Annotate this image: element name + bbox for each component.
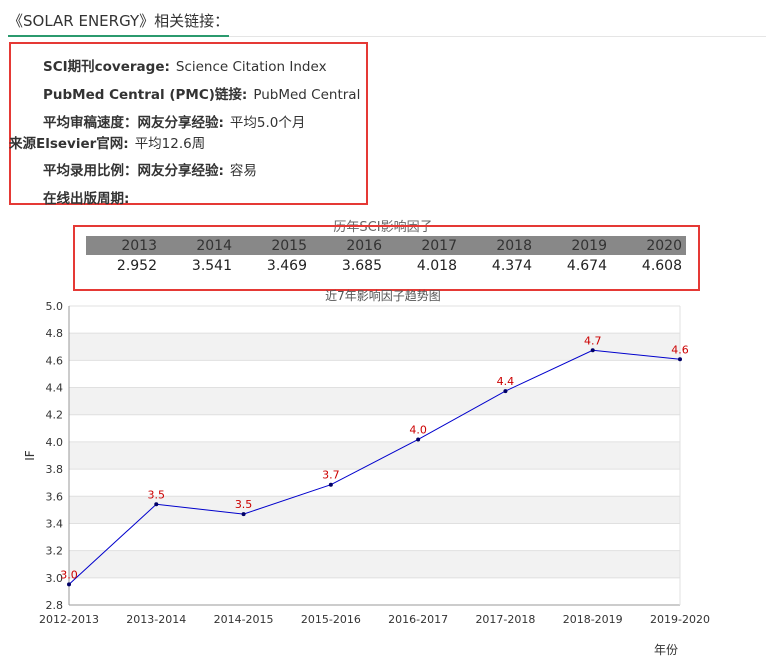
- year-cell: 2020: [611, 236, 686, 255]
- y-tick-label: 3.2: [46, 545, 64, 558]
- x-tick-label: 2019-2020: [650, 613, 710, 626]
- y-tick-label: 3.8: [46, 463, 64, 476]
- chart-title: 近7年影响因子趋势图: [325, 289, 441, 303]
- info-value: Science Citation Index: [175, 59, 327, 75]
- year-cell: 2015: [236, 236, 311, 255]
- y-tick-label: 2.8: [46, 599, 64, 612]
- if-value-cell: 3.685: [341, 258, 382, 274]
- y-tick-label: 4.8: [46, 327, 64, 340]
- data-label: 4.0: [409, 423, 427, 436]
- x-tick-label: 2012-2013: [39, 613, 99, 626]
- data-label: 4.7: [584, 334, 602, 347]
- if-value-cell: 3.469: [266, 258, 307, 274]
- if-value-cell: 4.608: [641, 258, 682, 274]
- if-value-cell: 4.374: [491, 258, 532, 274]
- journal-info-box: [9, 42, 368, 205]
- info-value: PubMed Central: [253, 87, 361, 103]
- data-label: 3.5: [235, 498, 253, 511]
- year-cell: 2017: [386, 236, 461, 255]
- data-label: 3.0: [60, 568, 78, 581]
- info-key: 平均录用比例：网友分享经验:: [43, 163, 224, 179]
- y-tick-label: 4.4: [46, 382, 64, 395]
- data-point: [590, 348, 595, 353]
- if-value-cell: 3.541: [191, 258, 232, 274]
- year-cell: 2016: [311, 236, 386, 255]
- table-header-row: 2013 2014 2015 2016 2017 2018 2019 2020: [86, 236, 686, 255]
- grid-band: [69, 496, 680, 524]
- if-table-highlight-box: [73, 225, 700, 291]
- data-label: 4.6: [671, 343, 689, 356]
- header: 《SOLAR ENERGY》相关链接：: [8, 8, 766, 37]
- y-tick-label: 3.0: [46, 572, 64, 585]
- x-tick-label: 2016-2017: [388, 613, 448, 626]
- info-value: 平均5.0个月: [229, 115, 306, 131]
- info-key: 在线出版周期:: [43, 191, 130, 207]
- data-label: 3.5: [148, 488, 166, 501]
- data-point: [67, 582, 71, 587]
- grid-band: [69, 387, 680, 415]
- y-tick-label: 4.6: [46, 354, 64, 367]
- info-key: PubMed Central (PMC)链接:: [43, 87, 248, 103]
- info-key: 平均审稿速度：网友分享经验:: [43, 115, 224, 131]
- info-key: SCI期刊coverage:: [43, 59, 170, 75]
- y-axis-label: IF: [23, 450, 37, 461]
- year-cell: 2019: [536, 236, 611, 255]
- grid-band: [69, 441, 680, 470]
- x-tick-label: 2018-2019: [563, 613, 623, 626]
- data-label: 3.7: [322, 469, 340, 482]
- x-tick-label: 2013-2014: [126, 613, 186, 626]
- info-row-review-speed: 平均审稿速度：网友分享经验: 平均5.0个月: [43, 111, 305, 131]
- info-row-acceptance: 平均录用比例：网友分享经验: 容易: [43, 159, 257, 179]
- impact-factor-table: 2013 2014 2015 2016 2017 2018 2019 2020 …: [86, 236, 686, 277]
- info-row-coverage: SCI期刊coverage: Science Citation Index: [43, 55, 327, 75]
- data-label: 4.4: [497, 375, 515, 388]
- info-row-pmc: PubMed Central (PMC)链接: PubMed Central: [43, 83, 360, 103]
- series-line: [68, 349, 681, 585]
- data-point: [241, 512, 246, 517]
- data-point: [328, 482, 333, 487]
- grid-band: [69, 333, 680, 361]
- x-tick-label: 2015-2016: [301, 613, 361, 626]
- y-tick-label: 5.0: [46, 300, 64, 313]
- info-value: 容易: [229, 163, 257, 179]
- info-value: 平均12.6周: [134, 136, 206, 152]
- page-title: 《SOLAR ENERGY》相关链接：: [8, 10, 230, 37]
- y-tick-label: 4.0: [46, 436, 64, 449]
- if-value-cell: 4.674: [566, 258, 607, 274]
- x-tick-label: 2014-2015: [214, 613, 274, 626]
- y-tick-label: 4.2: [46, 409, 64, 422]
- data-point: [416, 437, 421, 442]
- if-table-title: 历年SCI影响因子: [333, 220, 433, 235]
- if-value-cell: 2.952: [116, 258, 157, 274]
- y-tick-label: 3.6: [46, 490, 64, 503]
- info-row-publish-cycle: 在线出版周期:: [43, 187, 135, 207]
- if-value-cell: 4.018: [416, 258, 457, 274]
- year-cell: 2014: [161, 236, 236, 255]
- year-cell: 2013: [86, 236, 161, 255]
- data-point: [503, 389, 508, 394]
- y-tick-label: 3.4: [46, 517, 64, 530]
- info-row-elsevier: 来源Elsevier官网: 平均12.6周: [9, 132, 205, 152]
- x-tick-label: 2017-2018: [475, 613, 535, 626]
- info-key: 来源Elsevier官网:: [9, 136, 129, 152]
- year-cell: 2018: [461, 236, 536, 255]
- x-axis-label: 年份: [654, 643, 678, 657]
- data-point: [678, 357, 682, 362]
- grid-band: [69, 550, 680, 578]
- data-point: [154, 502, 159, 507]
- table-row: 2.952 3.541 3.469 3.685 4.018 4.374 4.67…: [86, 255, 686, 277]
